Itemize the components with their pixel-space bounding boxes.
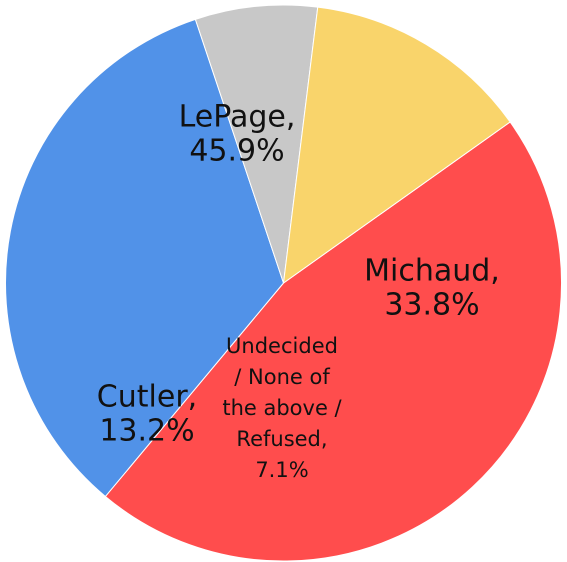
slice-label-line: 33.8%	[384, 288, 479, 323]
slice-label-line: LePage,	[179, 100, 296, 135]
slice-label-lepage: LePage, 45.9%	[179, 100, 296, 169]
slice-label-michaud: Michaud, 33.8%	[364, 254, 500, 323]
pie-slice-michaud	[5, 18, 285, 498]
slice-label-line: / None of	[234, 365, 330, 389]
slice-label-undecided: Undecided / None of the above / Refused, 7.1…	[222, 334, 342, 482]
slice-label-line: 13.2%	[99, 414, 194, 449]
slice-label-line: Michaud,	[364, 254, 500, 289]
slice-label-line: 45.9%	[189, 134, 284, 169]
slice-label-line: Cutler,	[97, 380, 197, 415]
pie-slice-undecided	[194, 4, 319, 284]
pie-slice-cutler	[282, 6, 511, 285]
pie-slice-lepage	[104, 121, 562, 562]
slice-label-line: the above /	[222, 396, 342, 420]
slice-label-line: 7.1%	[255, 458, 308, 482]
slice-label-cutler: Cutler, 13.2%	[97, 380, 197, 449]
slice-label-line: Refused,	[236, 427, 327, 451]
slice-label-line: Undecided	[226, 334, 338, 358]
